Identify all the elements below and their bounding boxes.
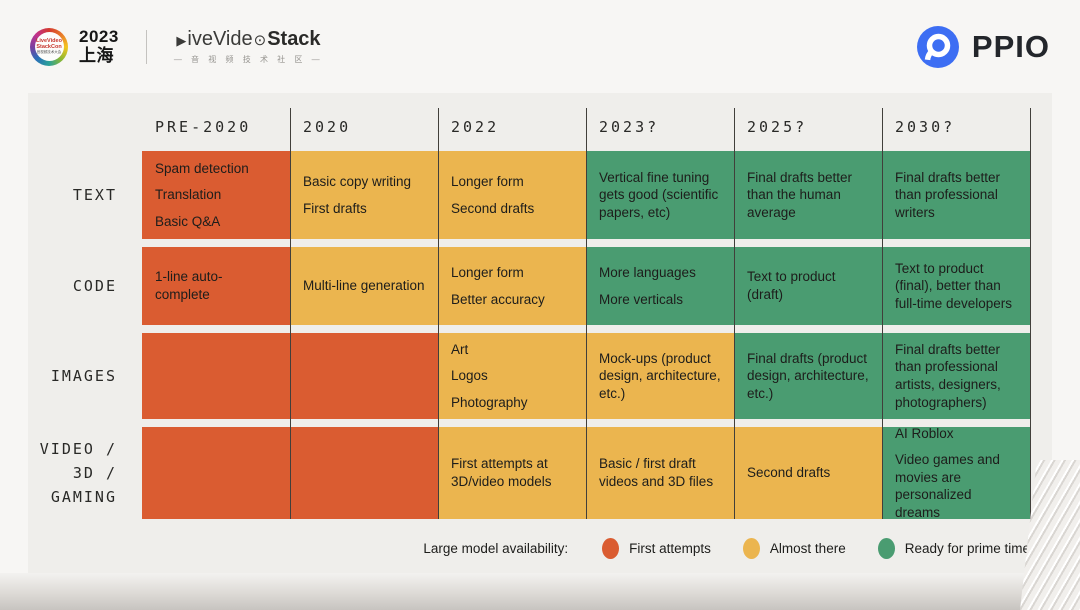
matrix-cell: Final drafts better than professional ar… bbox=[882, 333, 1030, 419]
matrix-cell: Basic copy writing First drafts bbox=[290, 151, 438, 239]
matrix-cell bbox=[290, 427, 438, 519]
column-divider bbox=[438, 108, 439, 519]
column-header: 2020 bbox=[303, 118, 352, 136]
matrix-cell: Longer form Second drafts bbox=[438, 151, 586, 239]
legend-label: Ready for prime time bbox=[904, 541, 1030, 556]
matrix-cell bbox=[290, 333, 438, 419]
row-label: CODE bbox=[72, 277, 117, 295]
conference-logo: LiveVideo StackCon 音视频技术大会 2023 上海 ▶ iveV… bbox=[30, 26, 323, 66]
matrix-cell: 1-line auto-complete bbox=[142, 247, 290, 325]
conference-city: 上海 bbox=[79, 45, 114, 65]
legend-title: Large model availability: bbox=[423, 541, 569, 556]
legend-items: First attempts Almost there Ready for prim… bbox=[602, 538, 1030, 559]
legend-dot bbox=[742, 538, 760, 559]
column-header: 2023? bbox=[599, 118, 660, 136]
badge-line2: StackCon bbox=[36, 43, 62, 50]
matrix-cell: Mock-ups (product design, architecture, … bbox=[586, 333, 734, 419]
conference-year: 2023 bbox=[79, 26, 119, 46]
top-bar: LiveVideo StackCon 音视频技术大会 2023 上海 ▶ iveV… bbox=[0, 0, 1080, 93]
column-divider bbox=[882, 108, 883, 519]
matrix-cell: Basic / first draft videos and 3D files bbox=[586, 427, 734, 519]
legend-dot bbox=[602, 538, 620, 559]
matrix-cell: Text to product (final), better than ful… bbox=[882, 247, 1030, 325]
conference-year-city: 2023 上海 bbox=[79, 26, 119, 65]
brand-name: PPIO bbox=[971, 28, 1050, 64]
record-dot-icon: ⊙ bbox=[253, 32, 267, 49]
legend-item: Ready for prime time bbox=[877, 538, 1030, 559]
topbar-divider bbox=[145, 29, 147, 64]
matrix-cell: Text to product (draft) bbox=[734, 247, 882, 325]
legend-label: Almost there bbox=[769, 541, 846, 556]
matrix-cell: Second drafts bbox=[734, 427, 882, 519]
livevideostackcon-ring-logo: LiveVideo StackCon 音视频技术大会 bbox=[30, 27, 68, 66]
bottom-shadow bbox=[0, 573, 1080, 610]
legend-item: Almost there bbox=[742, 538, 846, 559]
play-icon: ▶ bbox=[176, 33, 187, 48]
legend: Large model availability: First attempts… bbox=[423, 538, 1030, 559]
ppio-logo-icon bbox=[916, 25, 959, 68]
table-corner bbox=[28, 108, 142, 143]
availability-table: PRE-2020 2020 2022 2023? 2025? 2030? TEXT Spam … bbox=[28, 108, 1031, 520]
matrix-cell: AI Roblox Video games and movies are pers… bbox=[882, 426, 1030, 520]
column-header: PRE-2020 bbox=[155, 118, 252, 136]
wordmark-bold: Stack bbox=[267, 28, 321, 50]
matrix-cell: Vertical fine tuning gets good (scientif… bbox=[586, 151, 734, 239]
content-panel: PRE-2020 2020 2022 2023? 2025? 2030? TEXT Spam … bbox=[28, 93, 1052, 573]
matrix-cell: Final drafts better than the human avera… bbox=[734, 151, 882, 239]
matrix-cell: More languages More verticals bbox=[586, 247, 734, 325]
column-divider bbox=[586, 108, 587, 519]
row-label: TEXT bbox=[72, 186, 117, 204]
matrix-cell bbox=[142, 333, 290, 419]
badge-sub: 音视频技术大会 bbox=[36, 49, 62, 54]
matrix-cell: First attempts at 3D/video models bbox=[438, 427, 586, 519]
legend-dot bbox=[877, 538, 895, 559]
community-tagline: — 音 视 频 技 术 社 区 — bbox=[173, 55, 324, 64]
matrix-cell: Art Logos Photography bbox=[438, 333, 586, 419]
livevideostack-wordmark: ▶ iveVide ⊙ Stack — 音 视 频 技 术 社 区 — bbox=[174, 28, 323, 65]
column-header: 2030? bbox=[895, 118, 956, 136]
matrix-cell: Final drafts better than professional wr… bbox=[882, 151, 1030, 239]
matrix-cell bbox=[142, 427, 290, 519]
column-header: 2025? bbox=[747, 118, 808, 136]
column-divider bbox=[1030, 108, 1031, 519]
legend-item: First attempts bbox=[602, 538, 711, 559]
ring-logo-text: LiveVideo StackCon 音视频技术大会 bbox=[34, 32, 64, 61]
legend-label: First attempts bbox=[629, 541, 711, 556]
matrix-cell: Final drafts (product design, architectu… bbox=[734, 333, 882, 419]
ppio-brand: PPIO bbox=[916, 25, 1050, 68]
column-header: 2022 bbox=[451, 118, 500, 136]
wordmark-mid: iveVide bbox=[187, 28, 253, 50]
column-divider bbox=[290, 108, 291, 519]
row-label: VIDEO /3D / GAMING bbox=[39, 440, 117, 506]
row-label: IMAGES bbox=[50, 367, 117, 385]
badge-line1: LiveVideo bbox=[36, 37, 62, 44]
matrix-cell: Spam detection Translation Basic Q&A bbox=[142, 151, 290, 239]
column-divider bbox=[734, 108, 735, 519]
matrix-cell: Multi-line generation bbox=[290, 247, 438, 325]
matrix-cell: Longer form Better accuracy bbox=[438, 247, 586, 325]
